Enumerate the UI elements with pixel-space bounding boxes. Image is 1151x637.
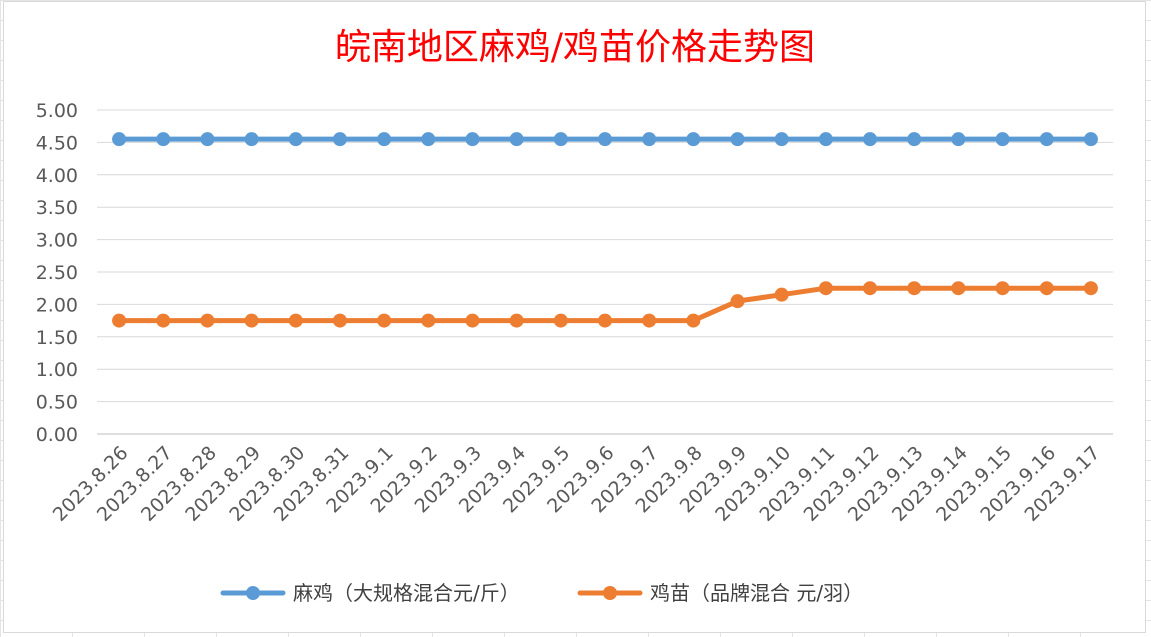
y-tick-label: 2.00	[36, 294, 78, 316]
data-point	[244, 132, 259, 147]
legend-dot-marker	[603, 586, 617, 600]
data-point	[730, 132, 745, 147]
y-tick-label: 3.50	[36, 197, 78, 219]
data-point	[1083, 132, 1098, 147]
data-point	[863, 281, 878, 296]
data-point	[156, 132, 171, 147]
data-point	[995, 132, 1010, 147]
data-point	[465, 132, 480, 147]
legend[interactable]: 麻鸡（大规格混合元/斤） 鸡苗（品牌混合 元/羽）	[220, 581, 863, 605]
data-point	[200, 132, 215, 147]
data-point	[642, 313, 657, 328]
data-point	[774, 132, 789, 147]
data-point	[377, 313, 392, 328]
series-2	[112, 281, 1098, 328]
legend-dot-marker	[246, 586, 260, 600]
data-point	[730, 294, 745, 309]
data-point	[1039, 281, 1054, 296]
data-point	[112, 132, 127, 147]
y-tick-label: 1.00	[36, 359, 78, 381]
x-axis-tick-labels: 2023.8.262023.8.272023.8.282023.8.292023…	[49, 442, 1105, 526]
data-point	[156, 313, 171, 328]
chart-title: 皖南地区麻鸡/鸡苗价格走势图	[335, 27, 815, 68]
y-tick-label: 1.50	[36, 327, 78, 349]
data-point	[1039, 132, 1054, 147]
data-point	[332, 132, 347, 147]
data-point	[907, 281, 922, 296]
data-point	[598, 132, 612, 147]
data-point	[332, 313, 347, 328]
data-point	[288, 313, 303, 328]
data-point	[1083, 281, 1098, 296]
data-point	[465, 313, 480, 328]
data-point	[686, 132, 701, 147]
data-point	[509, 132, 524, 147]
data-point	[509, 313, 524, 328]
y-axis-tick-labels: 0.00 0.50 1.00 1.50 2.00 2.50 3.00 3.50 4.00 4.50…	[36, 100, 78, 446]
data-point	[818, 132, 833, 147]
data-point	[818, 281, 833, 296]
y-tick-label: 3.00	[36, 230, 78, 252]
chart-area[interactable]	[3, 1, 1146, 633]
data-point	[421, 313, 436, 328]
data-point	[642, 132, 657, 147]
data-point	[553, 132, 568, 147]
data-point	[288, 132, 303, 147]
legend-label: 鸡苗（品牌混合 元/羽）	[650, 581, 863, 605]
gridlines	[97, 109, 1113, 435]
series-layer	[112, 132, 1098, 328]
y-tick-label: 4.50	[36, 132, 78, 154]
data-point	[112, 313, 127, 328]
data-point	[553, 313, 568, 328]
y-tick-label: 5.00	[36, 100, 78, 122]
legend-item-1[interactable]: 麻鸡（大规格混合元/斤）	[220, 581, 520, 605]
series-1	[112, 132, 1098, 147]
data-point	[774, 287, 789, 302]
data-point	[995, 281, 1010, 296]
data-point	[377, 132, 392, 147]
data-point	[951, 281, 966, 296]
data-point	[598, 313, 612, 328]
data-point	[863, 132, 878, 147]
legend-label: 麻鸡（大规格混合元/斤）	[293, 581, 520, 605]
data-point	[686, 313, 701, 328]
y-tick-label: 0.50	[36, 392, 78, 414]
y-tick-label: 4.00	[36, 165, 78, 187]
data-point	[421, 132, 436, 147]
legend-item-2[interactable]: 鸡苗（品牌混合 元/羽）	[577, 581, 863, 605]
data-point	[200, 313, 215, 328]
data-point	[244, 313, 259, 328]
data-point	[951, 132, 966, 147]
y-tick-label: 0.00	[36, 424, 78, 446]
y-tick-label: 2.50	[36, 262, 78, 284]
data-point	[907, 132, 922, 147]
